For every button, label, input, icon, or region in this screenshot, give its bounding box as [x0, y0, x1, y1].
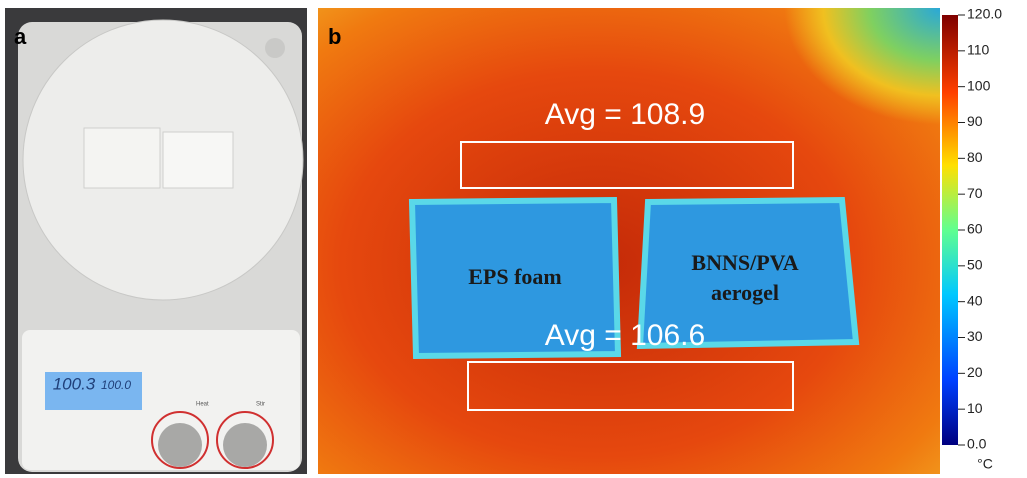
heat-label: Heat: [196, 402, 209, 408]
colorbar-tick-label: 90: [967, 113, 983, 129]
sample-label: aerogel: [711, 280, 779, 305]
sample-label: BNNS/PVA: [691, 250, 798, 275]
display-setpoint: 100.0: [101, 378, 131, 392]
sample-label: EPS foam: [468, 264, 562, 289]
colorbar-tick-label: 0.0: [967, 436, 987, 452]
colorbar-tick-label: 70: [967, 185, 983, 201]
colorbar-tick-label: 30: [967, 328, 983, 344]
region-average: Avg = 106.6: [545, 319, 705, 352]
colorbar-tick-label: 60: [967, 221, 983, 237]
colorbar-tick-label: 80: [967, 149, 983, 165]
colorbar-tick-label: 110: [967, 42, 990, 58]
colorbar-tick-label: 120.0: [967, 6, 1002, 22]
colorbar-unit: °C: [977, 456, 993, 472]
panel-label: a: [14, 24, 27, 49]
colorbar-tick-label: 100: [967, 77, 991, 93]
panel-label: b: [328, 24, 341, 49]
figure: 100.3 100.0 Heat Stir a Avg = 108.9 Avg …: [0, 0, 1027, 478]
photo: 100.3 100.0 Heat Stir a: [5, 8, 307, 474]
thermal-image: Avg = 108.9 Avg = 106.6 EPS foam BNNS/PV…: [318, 8, 940, 474]
colorbar-scale: [942, 15, 958, 445]
colorbar-tick-label: 50: [967, 257, 983, 273]
stir-label: Stir: [256, 402, 265, 408]
colorbar-tick-label: 20: [967, 364, 983, 380]
colorbar-tick-label: 40: [967, 292, 983, 308]
colorbar: °C 120.0 110 100 90 80 70 60 50 40 30 20 10 0.0: [942, 6, 1002, 472]
display-temperature: 100.3: [53, 374, 96, 393]
region-average: Avg = 108.9: [545, 98, 705, 131]
colorbar-tick-label: 10: [967, 400, 983, 416]
